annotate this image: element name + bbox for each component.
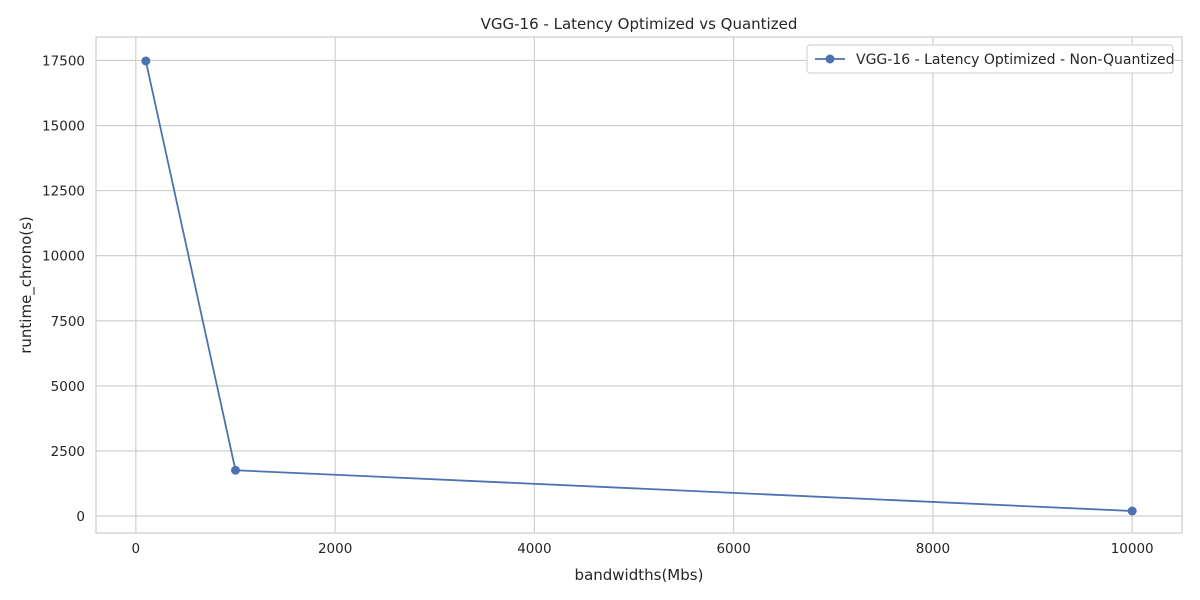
- data-point: [230, 465, 240, 475]
- legend-marker-swatch: [825, 54, 835, 64]
- data-point: [1127, 506, 1137, 516]
- legend-entry-label: VGG-16 - Latency Optimized - Non-Quantiz…: [856, 52, 1175, 68]
- x-tick-label: 10000: [1111, 541, 1154, 557]
- x-tick-label: 8000: [916, 541, 950, 557]
- legend: VGG-16 - Latency Optimized - Non-Quantiz…: [806, 44, 1175, 74]
- x-tick-label: 0: [132, 541, 141, 557]
- x-tick-label: 6000: [716, 541, 750, 557]
- tick-labels: 0 2000 4000 6000 8000 10000 0 2500 5000 7500 10000…: [42, 53, 1154, 557]
- y-tick-label: 10000: [42, 249, 85, 265]
- plot-area: [95, 36, 1183, 534]
- y-axis-label: runtime_chrono(s): [17, 216, 36, 354]
- chart-title: VGG-16 - Latency Optimized vs Quantized: [481, 15, 798, 33]
- y-tick-label: 17500: [42, 53, 85, 69]
- y-tick-label: 12500: [42, 184, 85, 200]
- x-tick-label: 2000: [318, 541, 352, 557]
- y-tick-label: 15000: [42, 119, 85, 135]
- legend-box: [806, 44, 1174, 74]
- y-tick-label: 2500: [51, 444, 85, 460]
- x-axis-label: bandwidths(Mbs): [575, 566, 704, 584]
- x-tick-label: 4000: [517, 541, 551, 557]
- y-tick-label: 7500: [51, 314, 85, 330]
- series-layer: [141, 56, 1137, 516]
- y-tick-label: 0: [76, 509, 85, 525]
- data-point: [141, 56, 151, 66]
- y-tick-label: 5000: [51, 379, 85, 395]
